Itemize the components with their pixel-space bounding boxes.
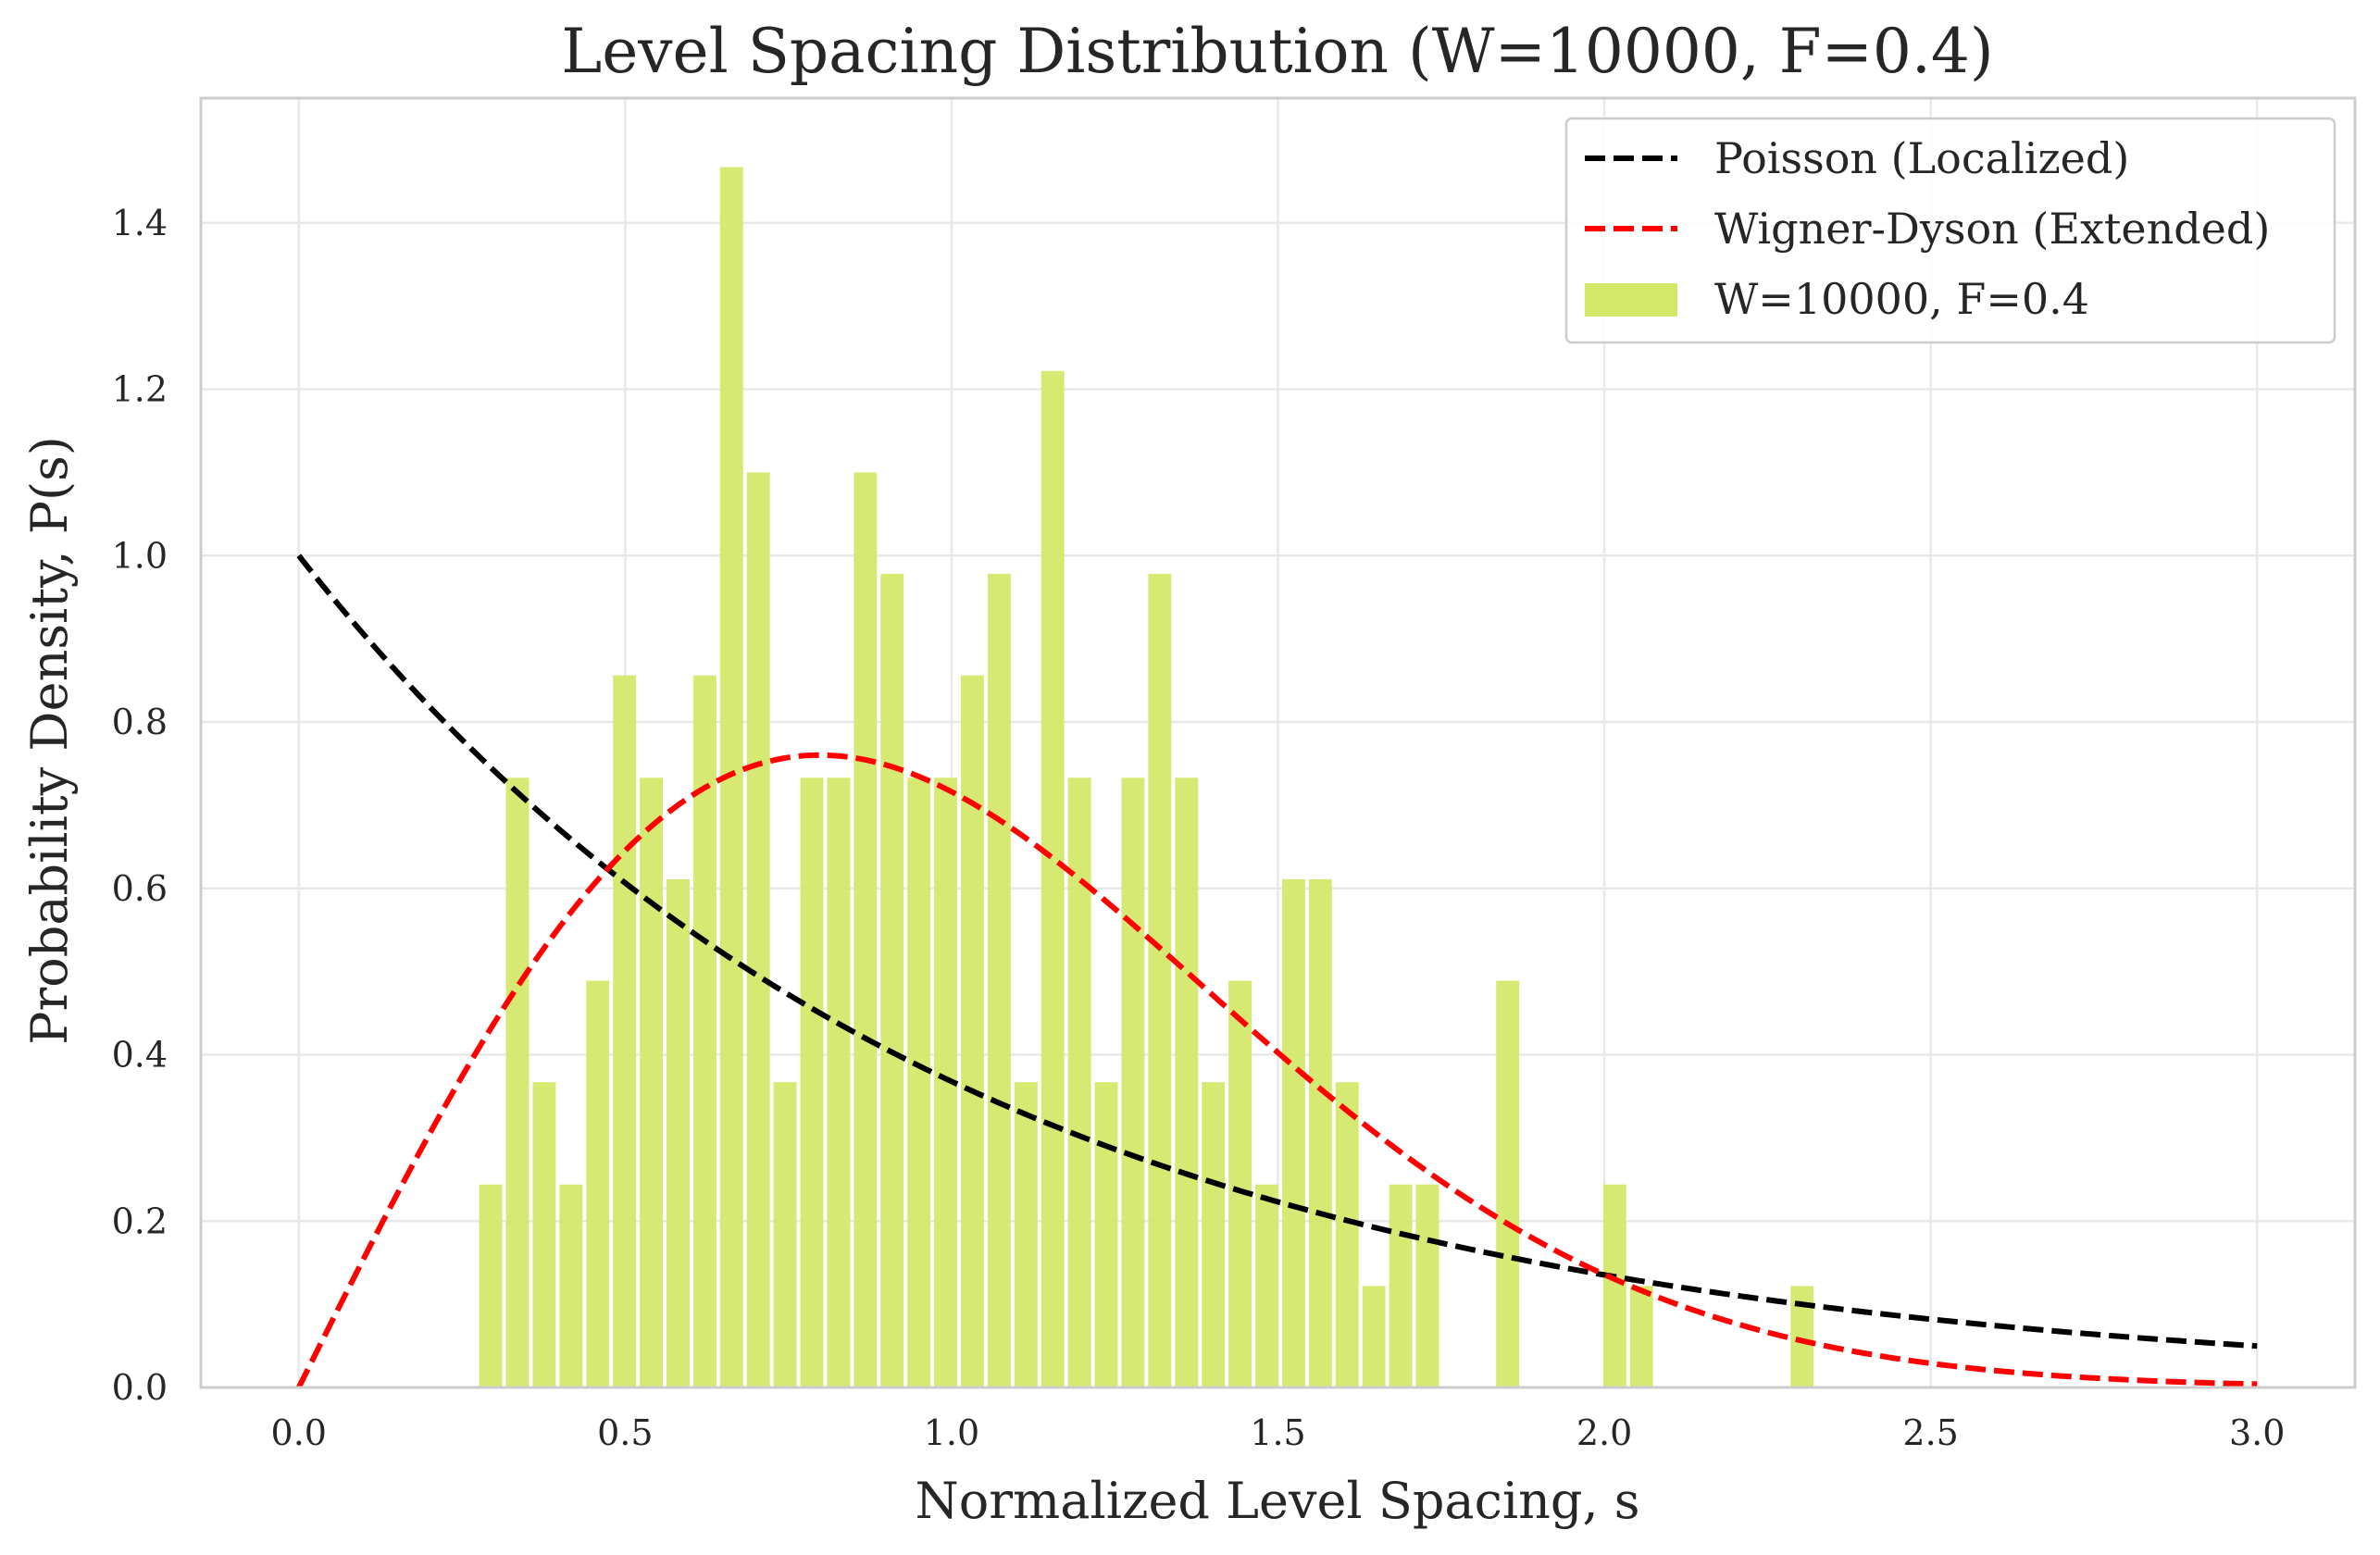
histogram-bar [692, 675, 716, 1387]
y-tick-label: 0.8 [112, 702, 168, 742]
legend-label-wigner-dyson: Wigner-Dyson (Extended) [1714, 204, 2270, 254]
plot-frame [199, 96, 2357, 1389]
histogram-bar [1148, 574, 1172, 1387]
legend-box [1564, 117, 2336, 344]
y-tick-label: 0.6 [112, 868, 168, 909]
histogram-bar [1067, 778, 1091, 1387]
histogram-bar [613, 675, 637, 1387]
x-tick-label: 1.0 [924, 1412, 979, 1453]
histogram-bar [800, 778, 824, 1387]
chart-title: Level Spacing Distribution (W=10000, F=0… [561, 16, 1993, 87]
histogram-bar [1335, 1082, 1359, 1387]
histogram-bar [1389, 1184, 1413, 1387]
y-tick-label: 0.4 [112, 1035, 168, 1076]
legend: Poisson (Localized) Wigner-Dyson (Extend… [1564, 117, 2336, 344]
histogram-bar [1602, 1184, 1626, 1387]
histogram-bar [1362, 1286, 1386, 1387]
histogram-bar [1629, 1286, 1653, 1387]
histogram-bar [961, 675, 984, 1387]
histogram-bar [1415, 1184, 1439, 1387]
legend-label-histogram: W=10000, F=0.4 [1714, 274, 2089, 324]
y-tick-label: 1.2 [112, 369, 168, 410]
histogram-bar [640, 778, 664, 1387]
histogram-bar [1175, 778, 1199, 1387]
histogram-bar [854, 472, 878, 1388]
histogram-bar [1255, 1184, 1278, 1387]
y-axis-title: Probability Density, P(s) [20, 436, 79, 1045]
y-tick-label: 0.0 [112, 1367, 168, 1408]
histogram-bar [1228, 980, 1252, 1387]
histogram-bar [1790, 1286, 1814, 1387]
histogram-bar [1308, 878, 1332, 1387]
histogram-bar [559, 1184, 583, 1387]
histogram-bar [907, 778, 931, 1387]
histogram-bars [479, 167, 1814, 1388]
histogram-bar [505, 778, 530, 1387]
curves [296, 554, 2258, 1389]
x-tick-label: 1.5 [1250, 1412, 1305, 1453]
histogram-bar [667, 878, 690, 1387]
histogram-bar [746, 472, 770, 1388]
ticks: 0.0 0.5 1.0 1.5 2.0 2.5 3.0 0.0 0.2 0.4 0.6 0.8 1.0 1… [112, 203, 2286, 1453]
histogram-bar [1094, 1082, 1118, 1387]
wigner-dyson-curve [296, 752, 2258, 1389]
histogram-bar [586, 980, 610, 1387]
histogram-bar [1496, 980, 1520, 1387]
legend-swatch-histogram [1585, 283, 1677, 317]
y-tick-label: 0.2 [112, 1200, 168, 1241]
histogram-bar [880, 574, 904, 1387]
histogram-bar [1014, 1082, 1038, 1387]
histogram-bar [1121, 778, 1145, 1387]
histogram-bar [1040, 370, 1065, 1388]
y-tick-label: 1.0 [112, 535, 168, 576]
x-tick-label: 2.5 [1902, 1412, 1958, 1453]
x-tick-label: 0.0 [271, 1412, 327, 1453]
histogram-bar [827, 778, 851, 1387]
x-tick-label: 3.0 [2229, 1412, 2285, 1453]
histogram-bar [1281, 878, 1305, 1387]
histogram-bar [987, 574, 1011, 1387]
y-tick-label: 1.4 [112, 203, 168, 243]
histogram-bar [773, 1082, 797, 1387]
legend-label-poisson: Poisson (Localized) [1714, 133, 2129, 183]
x-axis-title: Normalized Level Spacing, s [915, 1472, 1639, 1530]
x-tick-label: 2.0 [1576, 1412, 1632, 1453]
histogram-bar [532, 1082, 556, 1387]
poisson-curve [296, 554, 2258, 1350]
histogram-bar [1202, 1082, 1226, 1387]
histogram-bar [479, 1184, 503, 1387]
x-tick-label: 0.5 [597, 1412, 653, 1453]
